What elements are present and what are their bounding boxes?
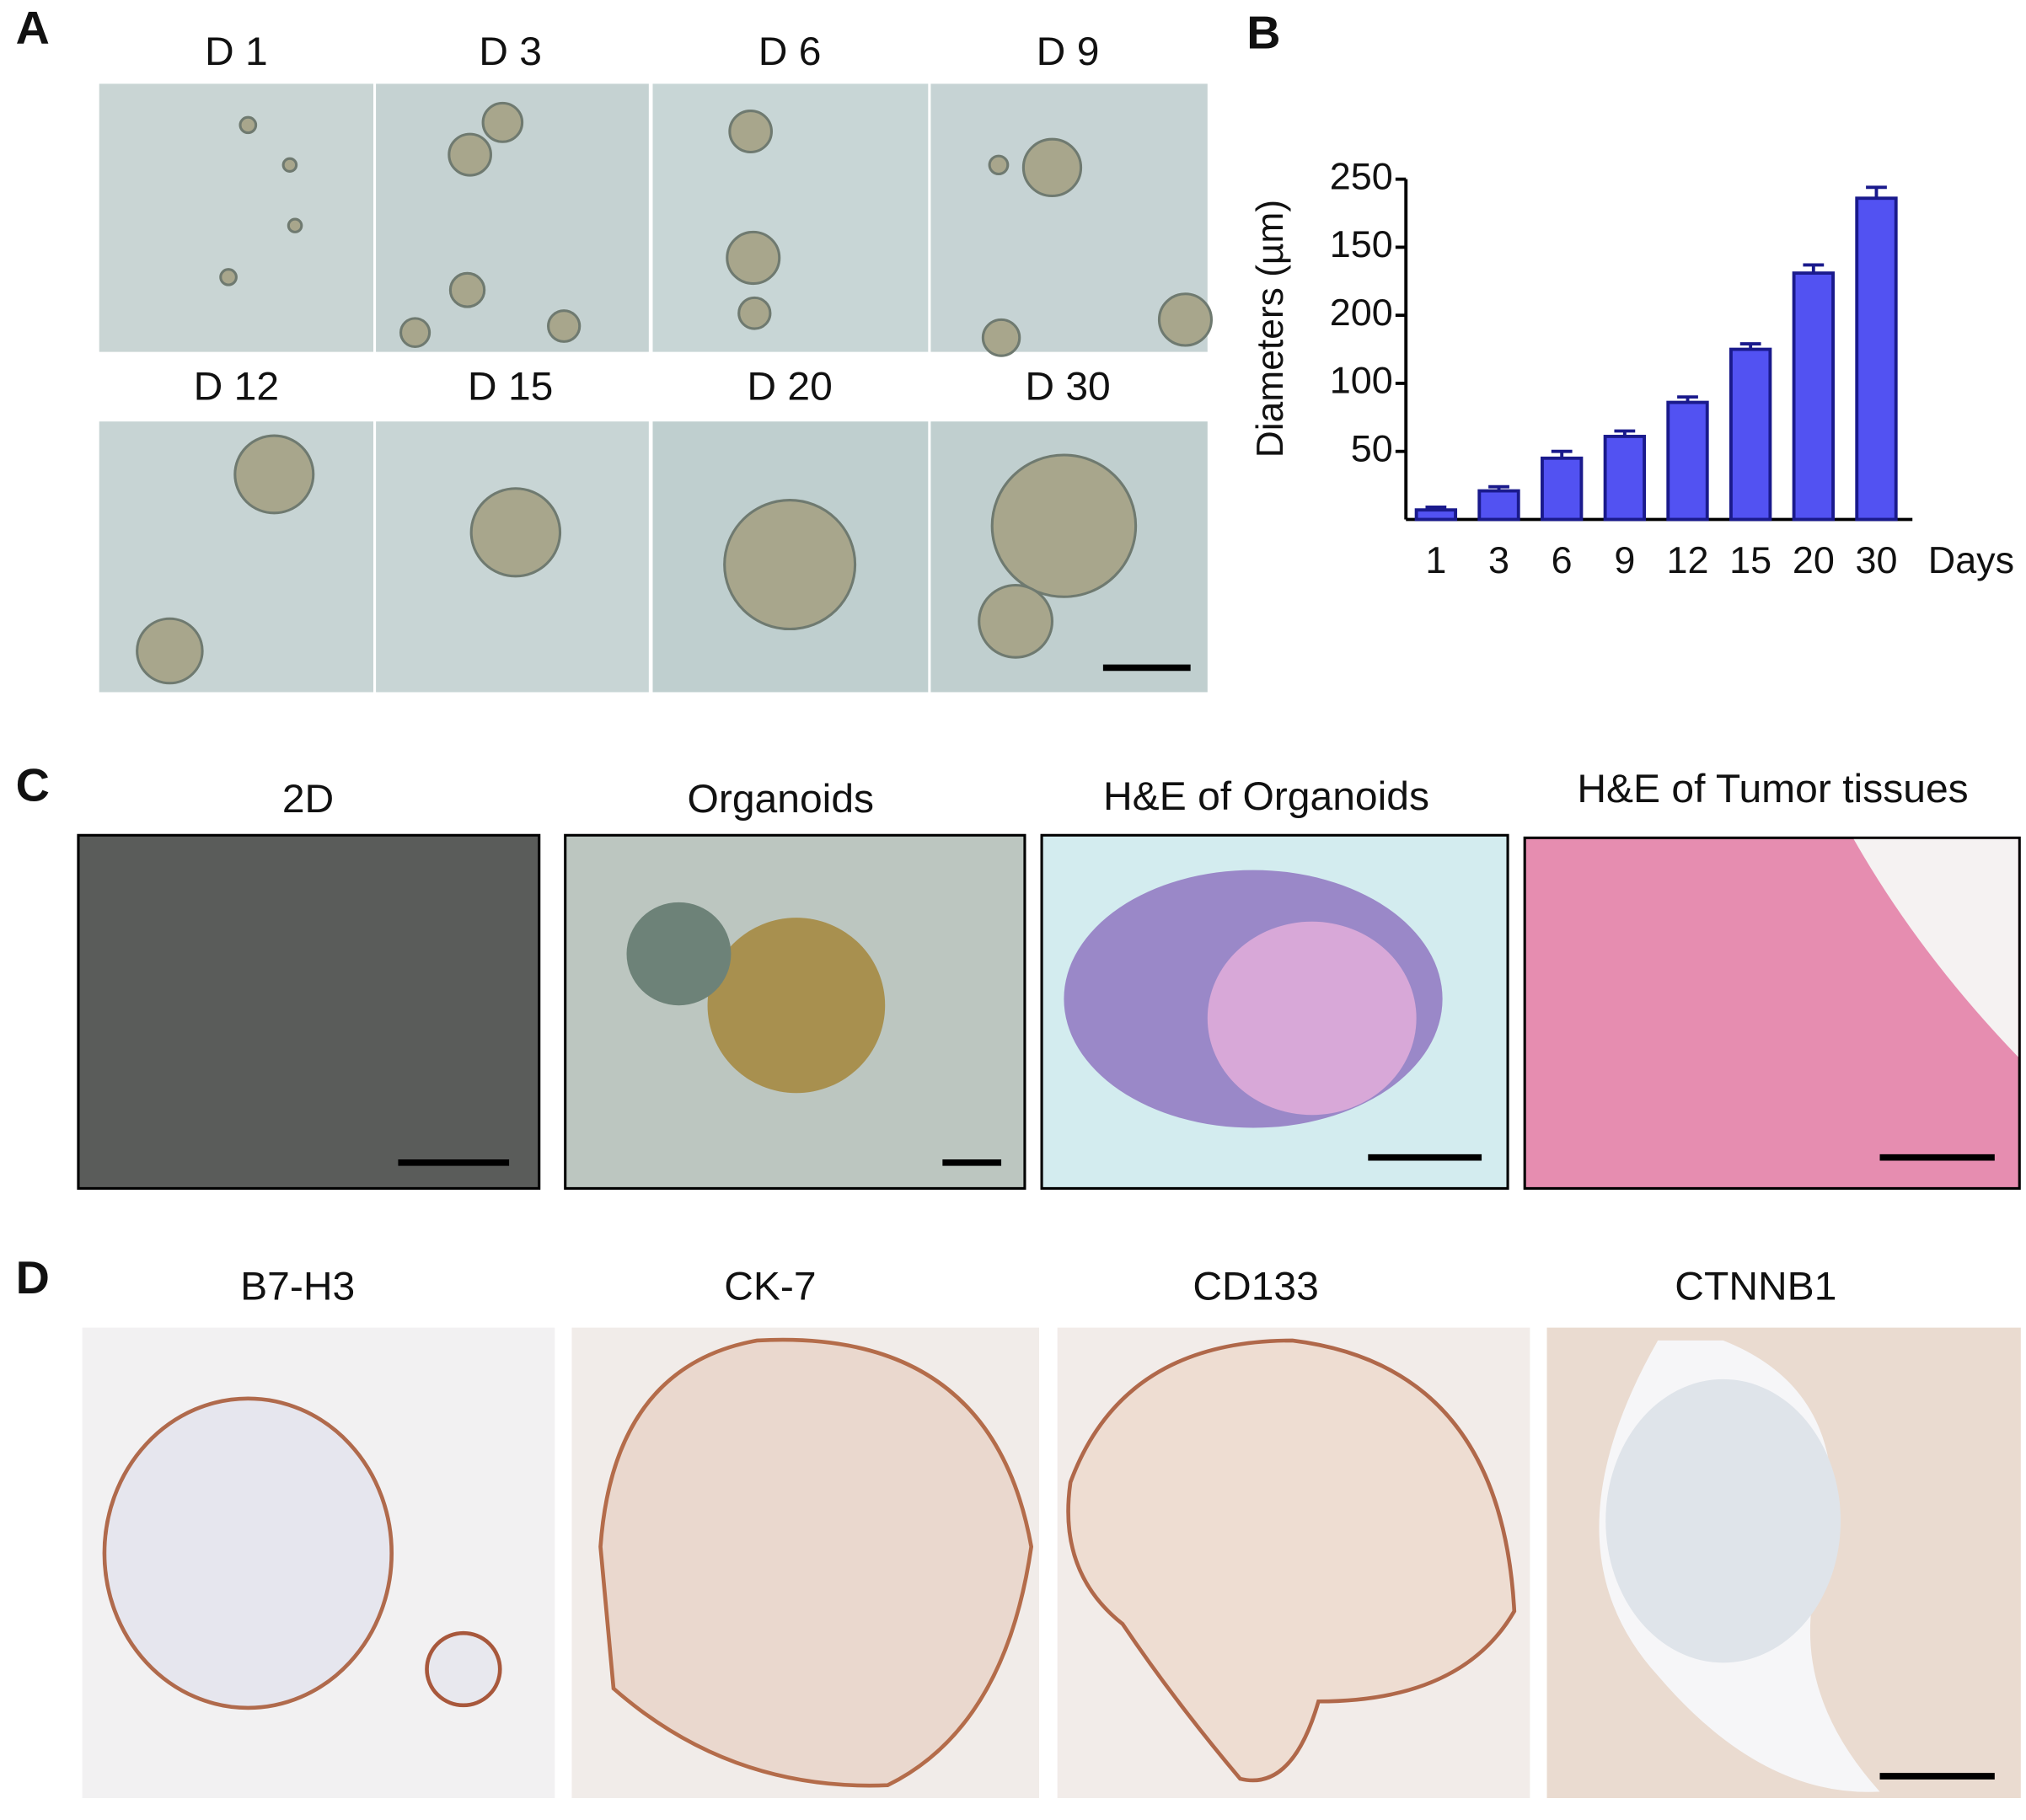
image-title: D 6	[758, 29, 822, 74]
image-title: B7-H3	[240, 1265, 355, 1309]
x-tick-label: 12	[1667, 540, 1709, 581]
micrograph	[652, 83, 929, 352]
panel-label: D	[16, 1251, 50, 1303]
x-tick-label: 9	[1614, 540, 1635, 581]
y-tick-label: 250	[1330, 157, 1393, 198]
panel-a-images	[99, 83, 1213, 693]
bar	[1855, 196, 1898, 522]
panel-label: A	[16, 2, 50, 54]
organoid	[1066, 1338, 1517, 1783]
image-title: CTNNB1	[1675, 1265, 1836, 1309]
y-tick-label: 200	[1330, 292, 1393, 334]
micrograph	[99, 83, 374, 352]
cells	[136, 101, 1213, 685]
image-title: H&E of Tumor tissues	[1577, 767, 1968, 811]
image-title: D 30	[1025, 365, 1110, 410]
y-tick-label: 50	[1351, 429, 1393, 470]
background	[1853, 838, 2018, 1057]
x-tick-label: 3	[1488, 540, 1509, 581]
image-title: D 12	[194, 365, 279, 410]
bar	[1603, 435, 1647, 522]
micrograph	[77, 833, 541, 1190]
panel-c-images	[77, 833, 2021, 1190]
image-title: CD133	[1193, 1265, 1318, 1309]
bar	[1477, 489, 1520, 522]
image-title: D 15	[468, 365, 553, 410]
x-tick-label: 1	[1425, 540, 1446, 581]
organoid	[1605, 1378, 1841, 1663]
image-title: Organoids	[688, 777, 875, 822]
x-tick-label: 6	[1552, 540, 1573, 581]
x-tick-label: 15	[1729, 540, 1771, 581]
organoid	[425, 1630, 502, 1708]
bar	[1729, 347, 1772, 522]
panel-label: C	[16, 759, 50, 811]
image-title: D 1	[205, 29, 268, 74]
panel-d-images	[82, 1327, 2021, 1798]
bar	[1541, 456, 1584, 522]
micrograph	[564, 833, 1026, 1190]
image-title: H&E of Organoids	[1103, 774, 1429, 819]
image-title: D 20	[747, 365, 832, 410]
bar	[1666, 400, 1709, 522]
x-tick-label: 30	[1856, 540, 1898, 581]
x-tick-label: 20	[1793, 540, 1835, 581]
organoid	[1207, 921, 1417, 1116]
y-axis-label: Diameters (µm)	[1250, 200, 1291, 458]
organoid	[707, 918, 886, 1094]
bar	[1792, 271, 1835, 522]
image-title: D 9	[1037, 29, 1100, 74]
y-tick-label: 100	[1330, 361, 1393, 402]
image-title: D 3	[479, 29, 542, 74]
organoid	[626, 902, 732, 1006]
bar	[1414, 508, 1458, 522]
image-title: CK-7	[724, 1265, 816, 1309]
organoid	[598, 1337, 1034, 1788]
x-axis-label: Days	[1928, 540, 2014, 581]
y-tick-label: 150	[1330, 224, 1393, 265]
image-title: 2D	[282, 777, 334, 822]
panel-label: B	[1246, 7, 1280, 59]
organoid	[102, 1396, 394, 1710]
